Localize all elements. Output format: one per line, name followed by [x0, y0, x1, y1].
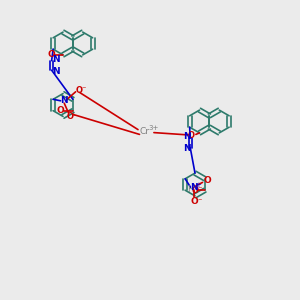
Text: O: O — [57, 106, 65, 115]
Text: H: H — [187, 185, 193, 194]
Text: ⁻: ⁻ — [73, 112, 77, 121]
Text: N: N — [60, 96, 68, 105]
Text: Cr: Cr — [139, 128, 149, 136]
Text: O: O — [47, 50, 55, 59]
Text: N: N — [183, 144, 190, 153]
Text: N: N — [183, 132, 190, 141]
Text: +: + — [195, 182, 201, 188]
Text: N: N — [52, 55, 59, 64]
Text: O: O — [67, 112, 74, 121]
Text: ⁻: ⁻ — [197, 196, 202, 206]
Text: O: O — [190, 196, 198, 206]
Text: N: N — [190, 183, 197, 192]
Text: ⁻: ⁻ — [82, 84, 86, 93]
Text: ⁻: ⁻ — [197, 184, 201, 193]
Text: O: O — [203, 176, 211, 185]
Text: O: O — [191, 186, 199, 195]
Text: 3+: 3+ — [149, 125, 159, 131]
Text: O: O — [76, 86, 83, 95]
Text: N: N — [52, 67, 59, 76]
Text: O: O — [188, 131, 195, 140]
